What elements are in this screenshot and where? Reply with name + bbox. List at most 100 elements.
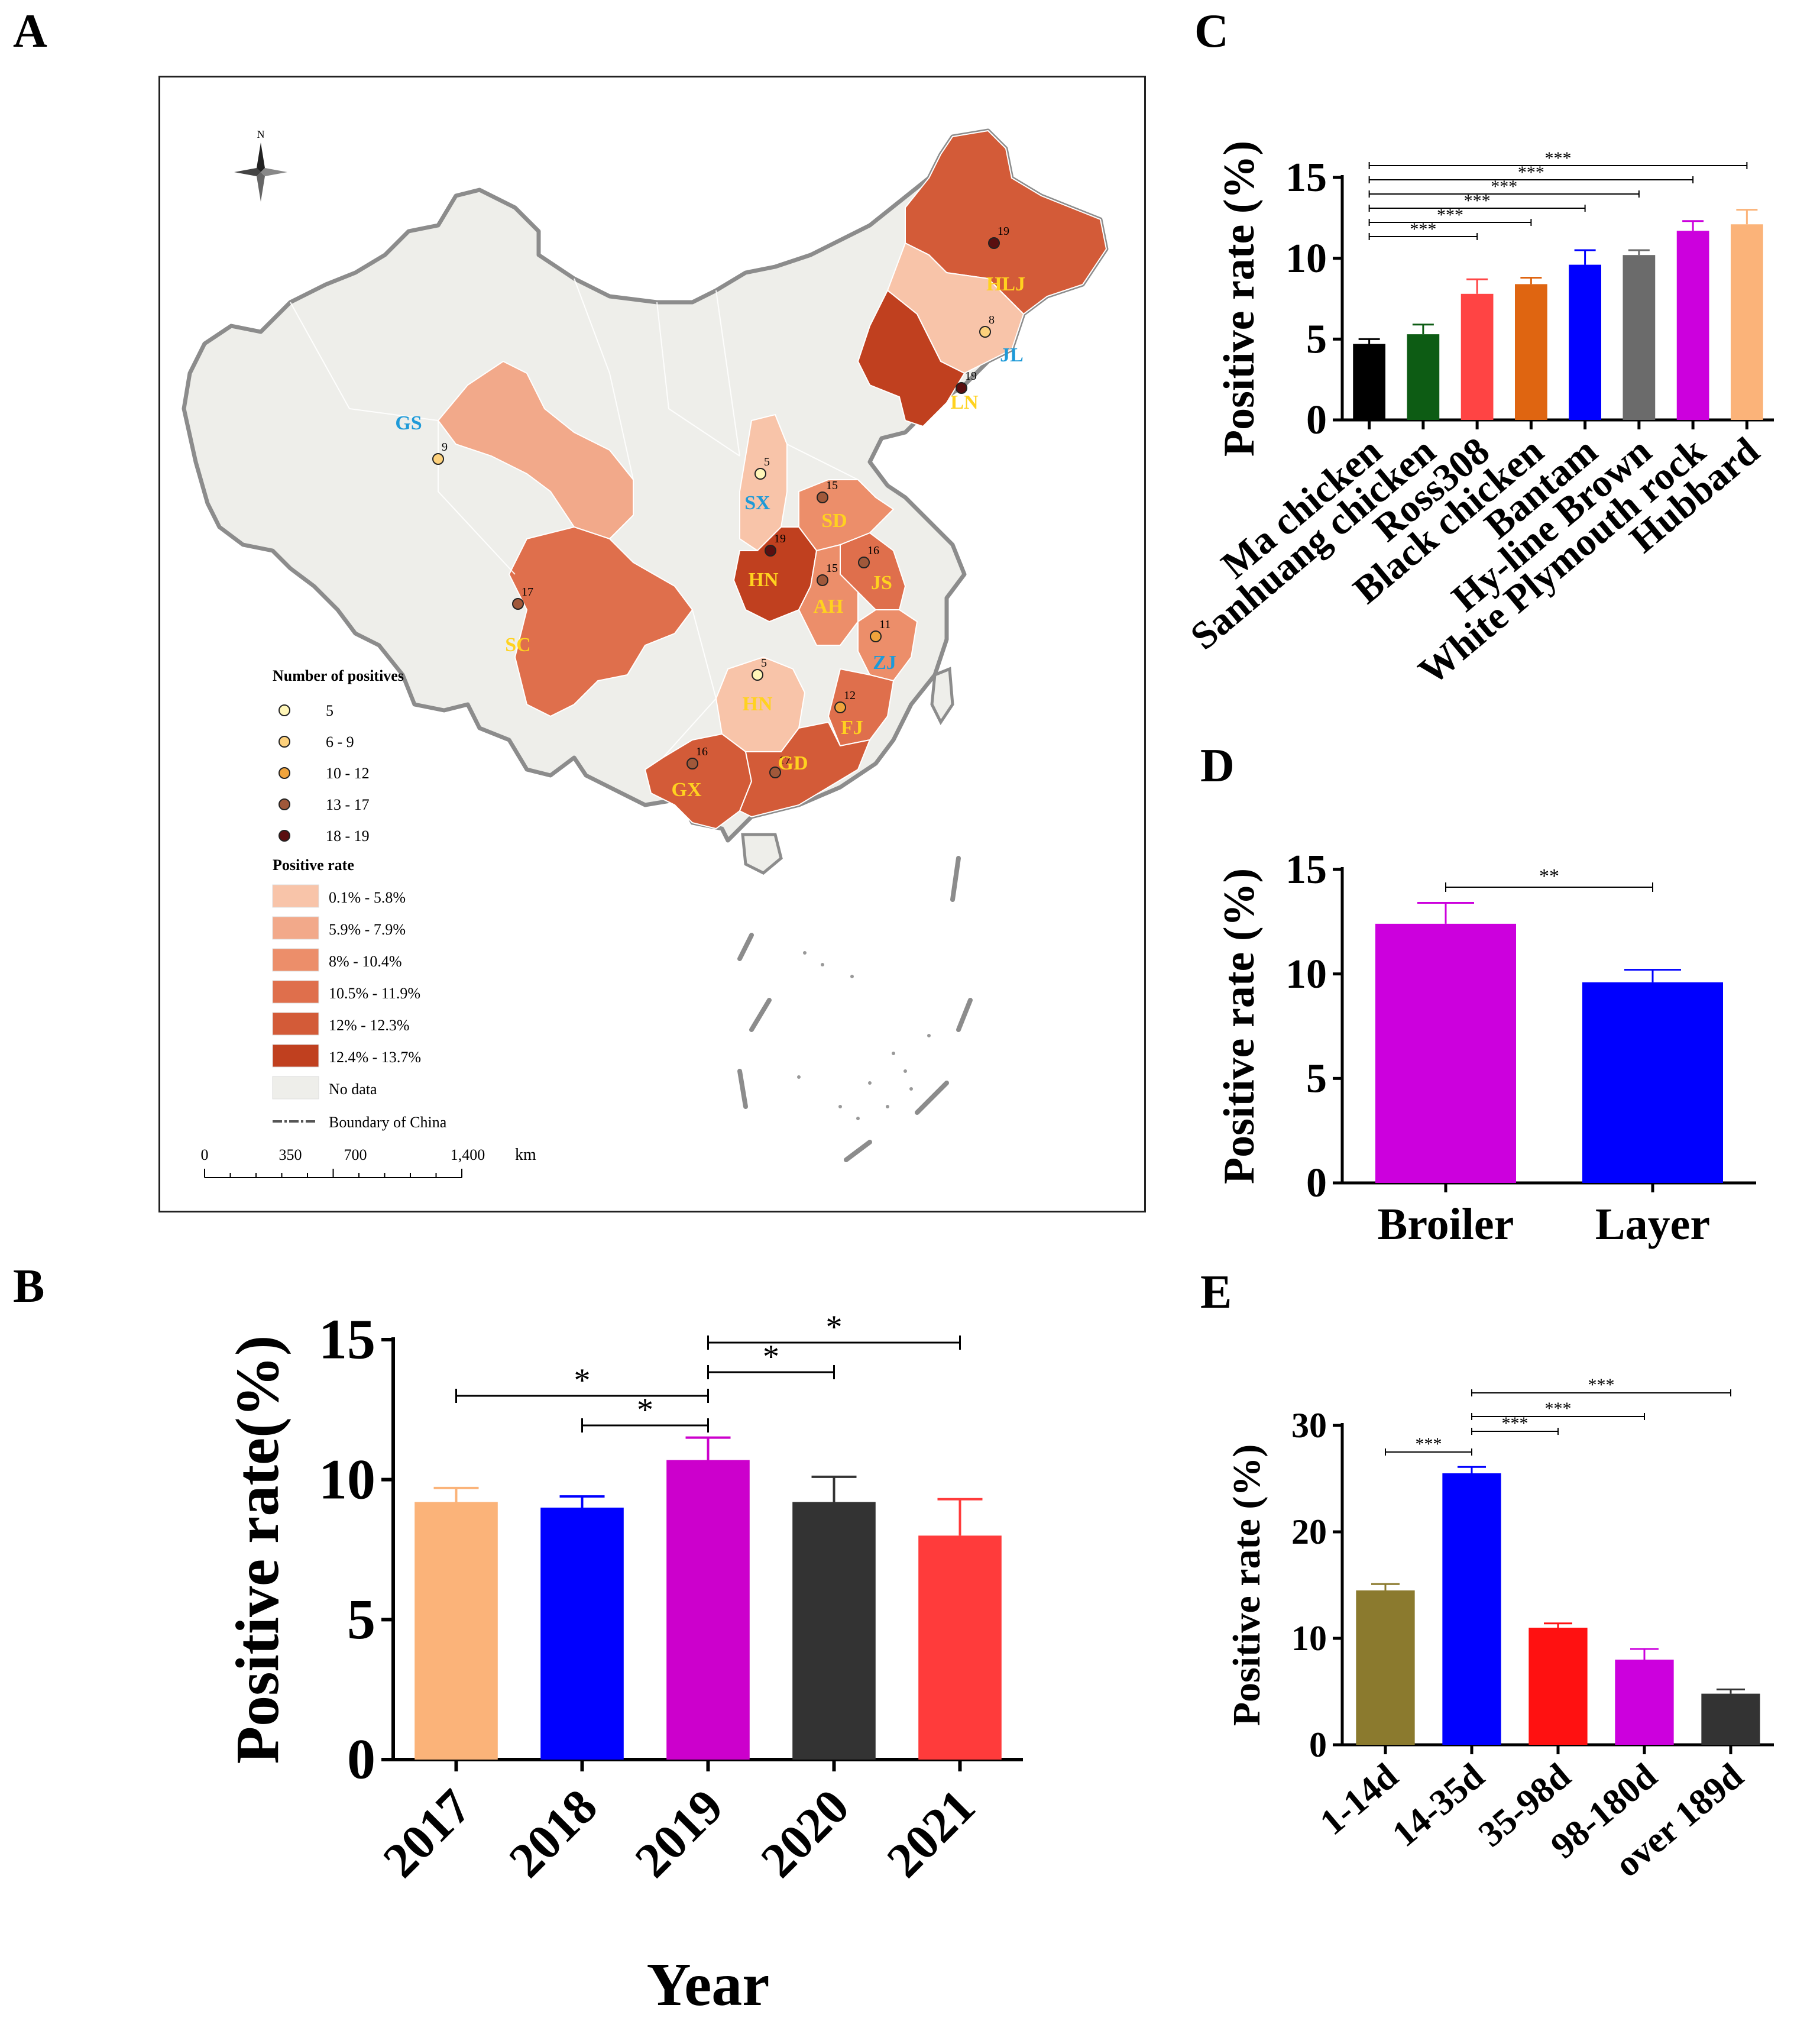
positives-dot — [817, 491, 828, 503]
bar-35-98d — [1528, 1628, 1588, 1745]
positives-count: 5 — [761, 657, 767, 670]
positives-dot — [432, 453, 444, 465]
positives-dot — [834, 701, 846, 713]
panel-label-d: D — [1200, 740, 1235, 792]
chart-d-type: 0 5 10 15 Positive rate (%) Broiler Layer ** — [1215, 847, 1756, 1249]
positives-count: 17 — [522, 586, 533, 599]
south-china-sea-islands — [797, 951, 931, 1120]
positives-count: 19 — [774, 532, 786, 545]
province-code: HN — [743, 693, 773, 715]
positives-count: 16 — [867, 544, 879, 557]
positives-count: 16 — [696, 745, 708, 758]
province-code: SD — [821, 510, 847, 532]
province-marker-sx: 5 SX — [744, 455, 770, 514]
north-arrow-icon: N — [234, 128, 287, 202]
legend-rate-swatch — [272, 1012, 319, 1036]
province-code: HN — [749, 569, 779, 591]
bar-2019 — [666, 1460, 750, 1760]
province-ah[interactable] — [798, 544, 859, 646]
x-tick-label: 2020 — [750, 1779, 860, 1889]
y-tick-label: 10 — [1285, 952, 1327, 997]
province-gx[interactable] — [644, 733, 753, 830]
positives-dot — [817, 574, 828, 586]
bar-sanhuang-chicken — [1407, 334, 1440, 420]
bar-over-189d — [1701, 1693, 1760, 1745]
legend-positives-label: 10 - 12 — [326, 765, 370, 782]
positives-count: 12 — [844, 689, 856, 702]
legend-rate-swatch — [272, 1076, 319, 1100]
y-tick-label: 5 — [347, 1587, 375, 1651]
province-code: HLJ — [986, 273, 1025, 295]
map-panel: N — [158, 76, 1146, 1212]
panel-label-c: C — [1194, 5, 1229, 57]
province-marker-jl: 8 JL — [979, 313, 1024, 366]
x-tick-label: Layer — [1595, 1199, 1710, 1249]
province-marker-hn: 19 HN — [749, 532, 786, 591]
panel-label-a: A — [13, 5, 47, 57]
province-zj[interactable] — [857, 609, 918, 682]
bar-hy-line-brown — [1623, 255, 1656, 420]
y-tick-label: 15 — [1285, 847, 1327, 893]
positives-count: 19 — [998, 225, 1009, 238]
legend-rate-label: 8% - 10.4% — [329, 953, 401, 970]
positives-count: 8 — [989, 313, 995, 326]
significance-label: * — [574, 1362, 591, 1399]
province-ln[interactable] — [857, 289, 966, 428]
y-tick-label: 15 — [319, 1308, 375, 1371]
province-fj[interactable] — [827, 668, 895, 747]
province-sc[interactable] — [508, 526, 694, 717]
province-code: LN — [950, 392, 979, 413]
province-gs[interactable] — [437, 360, 634, 540]
positives-dot — [686, 758, 698, 769]
scale-tick-label: 350 — [279, 1146, 302, 1163]
significance-label: *** — [1416, 1434, 1442, 1454]
bar-hubbard — [1731, 224, 1763, 420]
province-marker-ah: 15 AH — [814, 562, 844, 617]
panel-label-b: B — [13, 1260, 45, 1312]
province-code: GX — [672, 779, 702, 801]
bar-white-plymouth-rock — [1676, 231, 1709, 420]
significance-label: *** — [1545, 148, 1572, 168]
province-gd[interactable] — [739, 721, 871, 818]
y-tick-label: 0 — [1306, 397, 1327, 443]
legend-rate-label: 10.5% - 11.9% — [329, 985, 420, 1002]
province-marker-js: 16 JS — [858, 544, 892, 594]
china-map: N — [182, 128, 1109, 1178]
bar-1-14d — [1356, 1590, 1415, 1745]
legend-rate: Positive rate 0.1% - 5.8% 5.9% - 7.9% 8% -… — [272, 856, 447, 1131]
x-tick-label: 2017 — [373, 1779, 482, 1889]
province-code: ZJ — [873, 652, 896, 674]
bar-98-180d — [1615, 1660, 1674, 1745]
y-tick-label: 10 — [1291, 1619, 1327, 1658]
province-marker-gx: 16 GX — [672, 745, 708, 801]
province-code: GD — [778, 752, 808, 774]
scale-tick-label: 700 — [344, 1146, 367, 1163]
legend-rate-label: 12.4% - 13.7% — [329, 1049, 421, 1066]
legend-rate-swatch — [272, 916, 319, 940]
scale-tick-label: 0 — [201, 1146, 209, 1163]
bar-ma-chicken — [1353, 344, 1385, 420]
legend-rate-title: Positive rate — [273, 856, 354, 874]
significance-label: *** — [1588, 1375, 1615, 1395]
positives-dot — [979, 326, 991, 338]
legend-rate-label: No data — [329, 1081, 377, 1098]
chart-b-year: 0 5 10 15 Positive rate(%) 2017 2018 2019 2020 20… — [224, 1308, 1023, 2019]
legend-positives-dot — [278, 830, 290, 842]
legend-rate-swatch — [272, 980, 319, 1004]
y-tick-label: 5 — [1306, 1056, 1327, 1101]
y-tick-label: 0 — [347, 1728, 375, 1791]
legend-positives-label: 6 - 9 — [326, 733, 354, 751]
x-tick-label: 2021 — [876, 1779, 986, 1889]
province-marker-ln: 19 LN — [950, 370, 979, 413]
province-marker-zj: 11 ZJ — [870, 618, 896, 674]
province-boundaries — [290, 278, 859, 758]
y-tick-label: 15 — [1285, 155, 1327, 201]
bar-14-35d — [1442, 1473, 1501, 1745]
legend-positives-label: 18 - 19 — [326, 827, 370, 845]
positives-count: 19 — [965, 370, 977, 383]
province-code: FJ — [841, 717, 863, 739]
province-marker-fj: 12 FJ — [834, 689, 863, 739]
hainan-island — [741, 833, 783, 875]
legend-positives-label: 13 - 17 — [326, 796, 370, 813]
